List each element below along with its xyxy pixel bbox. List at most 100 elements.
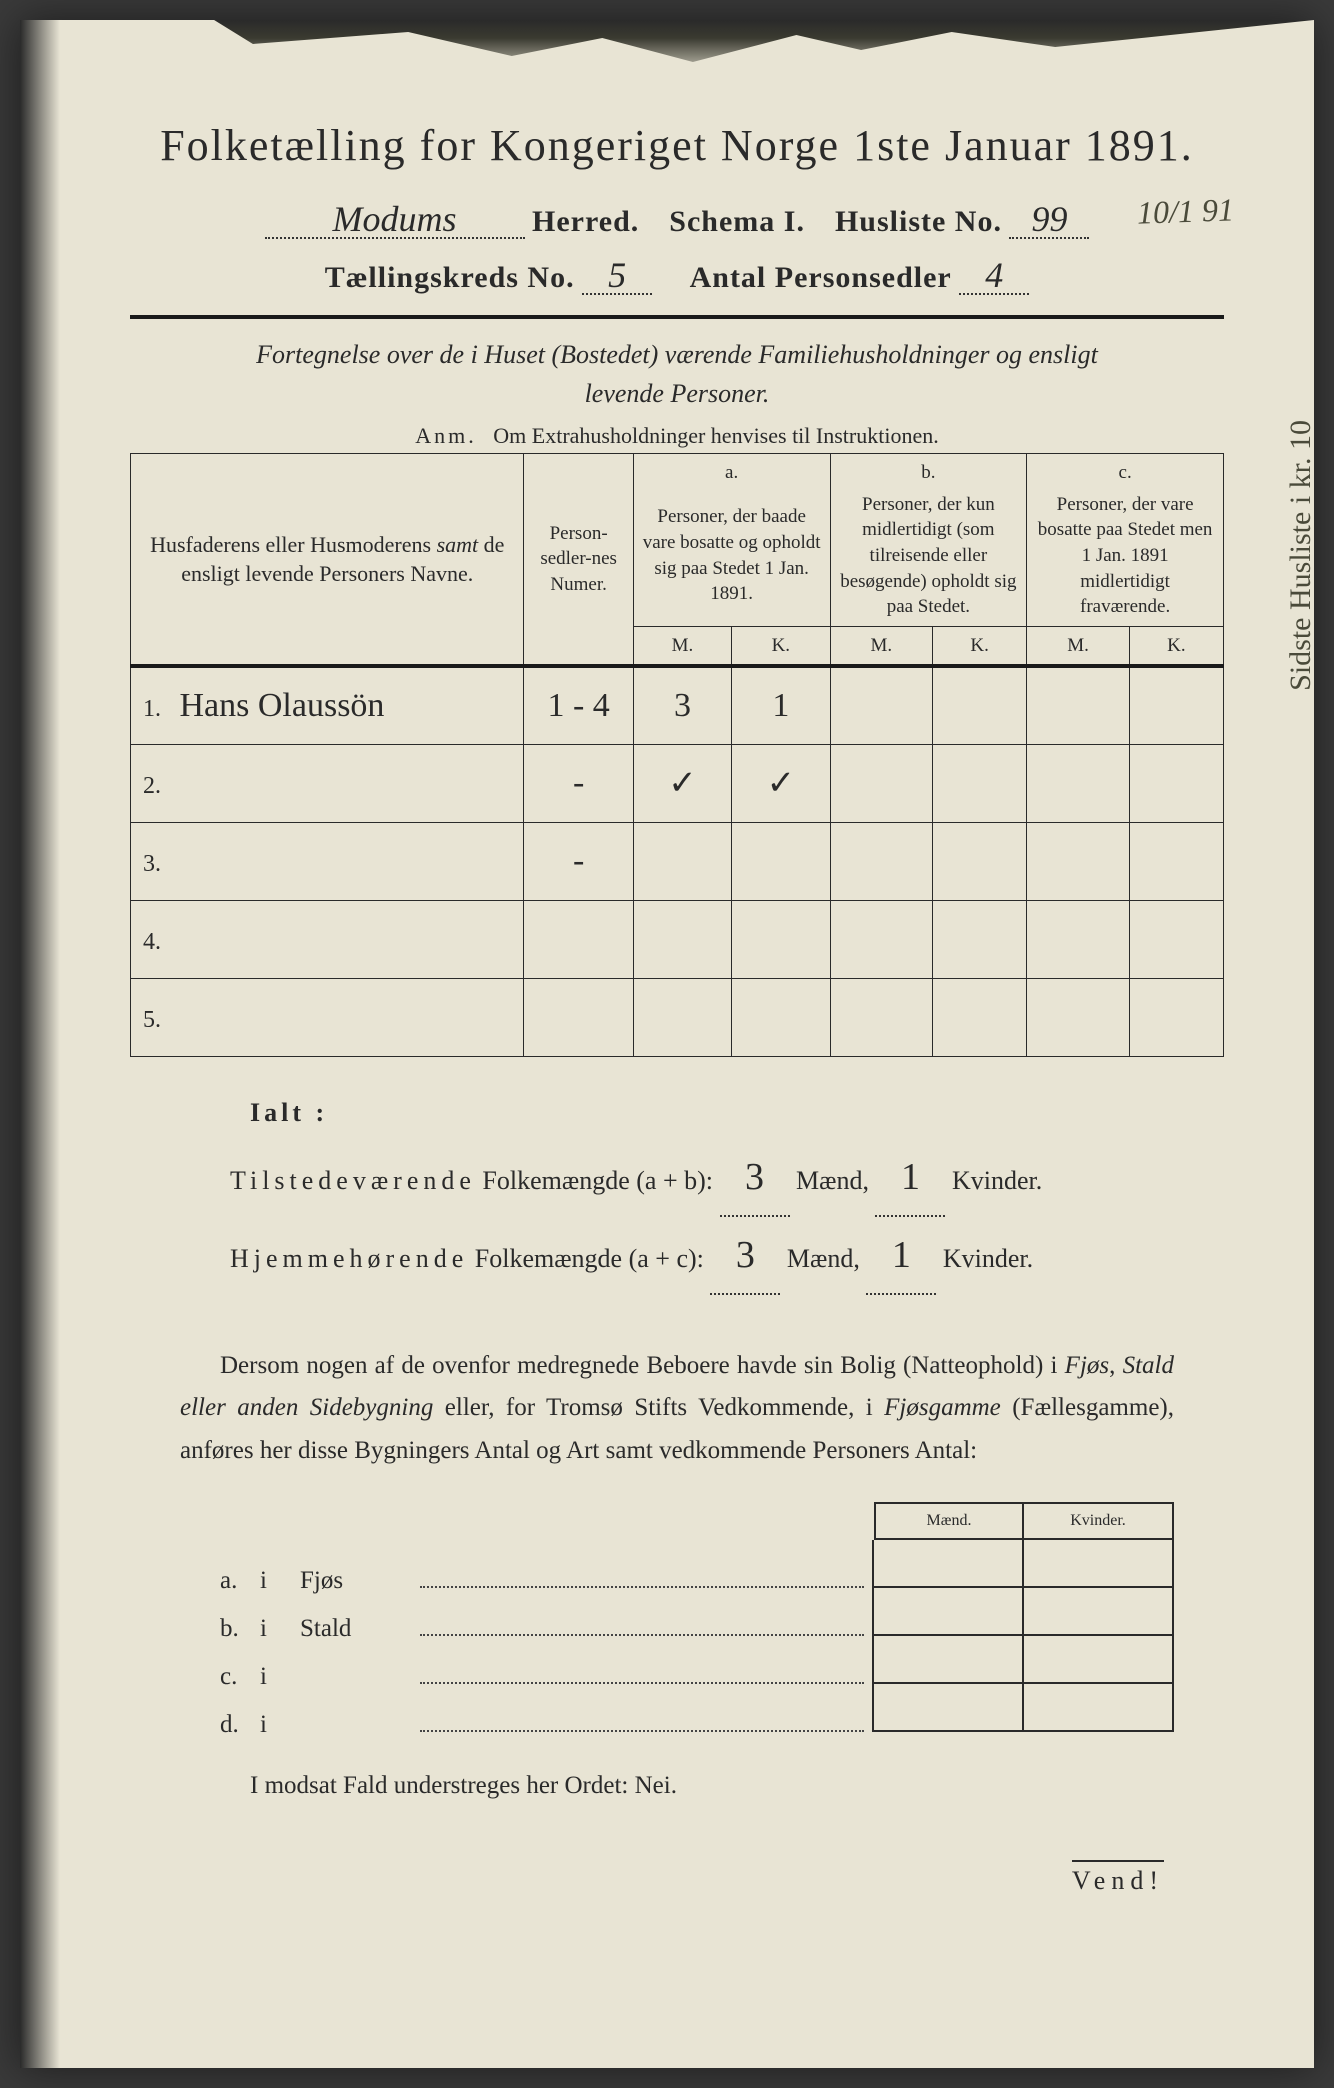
subheading-line2: levende Personer.: [585, 379, 770, 408]
hjemme-label: Hjemmehørende: [230, 1244, 468, 1273]
ialt-label: Ialt :: [250, 1098, 328, 1127]
totals-block: Ialt : Tilstedeværende Folkemængde (a + …: [230, 1087, 1164, 1295]
household-table: Husfaderens eller Husmode­rens samt de e…: [130, 453, 1224, 1057]
th-c-top: c.: [1027, 454, 1224, 486]
th-b: Personer, der kun midlertidigt (som tilr…: [830, 486, 1027, 627]
cell-num: 1 - 4: [524, 666, 633, 744]
cell-bm: [830, 978, 933, 1056]
th-a: Personer, der baade vare bosatte og opho…: [633, 486, 830, 627]
cell-ck: [1129, 822, 1223, 900]
cell-bm: [830, 900, 933, 978]
antal-label: Antal Personsedler: [690, 261, 952, 294]
cell-cm: [1027, 666, 1130, 744]
cell-num: -: [524, 744, 633, 822]
outbuilding-row: b. i Stald: [220, 1588, 1174, 1636]
husliste-label: Husliste No.: [835, 205, 1002, 238]
cell-cm: [1027, 744, 1130, 822]
dot-leader: [420, 1586, 864, 1588]
outbuilding-row: c. i: [220, 1636, 1174, 1684]
cell-num: -: [524, 822, 633, 900]
kreds-label: Tællingskreds No.: [325, 261, 575, 294]
ob-cell-k: [1024, 1540, 1174, 1588]
tilstede-k-field: 1: [875, 1139, 945, 1217]
hjemme-k-field: 1: [866, 1217, 936, 1295]
ob-cell-m: [874, 1684, 1024, 1732]
cell-ck: [1129, 666, 1223, 744]
herred-label: Herred.: [532, 205, 639, 238]
divider-top: [130, 315, 1224, 319]
hjemme-row: Hjemmehørende Folkemængde (a + c): 3 Mæn…: [230, 1217, 1164, 1295]
kreds-field: 5: [582, 257, 652, 295]
cell-cm: [1027, 822, 1130, 900]
header-row-1: Modums Herred. Schema I. Husliste No. 99…: [130, 201, 1224, 239]
cell-bk: [933, 744, 1027, 822]
modsat-line: I modsat Fald understreges her Ordet: Ne…: [250, 1772, 1224, 1800]
tilstede-row: Tilstedeværende Folkemængde (a + b): 3 M…: [230, 1139, 1164, 1217]
cell-am: [633, 900, 731, 978]
ob-head-k: Kvinder.: [1024, 1502, 1174, 1540]
dot-leader: [420, 1634, 864, 1636]
vend-instruction: Vend!: [1072, 1860, 1164, 1896]
outbuilding-row: a. i Fjøs: [220, 1540, 1174, 1588]
cell-ak: 1: [732, 666, 830, 744]
cell-cm: [1027, 978, 1130, 1056]
hjemme-m-field: 3: [710, 1217, 780, 1295]
table-row: 3. -: [131, 822, 1224, 900]
anm-text: Om Extrahusholdninger henvises til Instr…: [493, 423, 938, 448]
census-form-page: Sidste Husliste i kr. 10 Folketælling fo…: [20, 20, 1314, 2068]
antal-field: 4: [959, 257, 1029, 295]
schema-label: Schema I.: [669, 205, 805, 238]
th-b-m: M.: [830, 626, 933, 666]
th-c: Personer, der vare bosatte paa Stedet me…: [1027, 486, 1224, 627]
subheading-line1: Fortegnelse over de i Huset (Bostedet) v…: [256, 340, 1098, 369]
cell-am: ✓: [633, 744, 731, 822]
ob-cell-k: [1024, 1636, 1174, 1684]
cell-num: [524, 978, 633, 1056]
th-c-m: M.: [1027, 626, 1130, 666]
date-annotation: 10/1 91: [1136, 191, 1234, 231]
cell-cm: [1027, 900, 1130, 978]
anm-line: Anm. Om Extrahusholdninger henvises til …: [130, 423, 1224, 449]
header-row-2: Tællingskreds No. 5 Antal Personsedler 4: [130, 257, 1224, 295]
outbuilding-row: d. i: [220, 1684, 1174, 1732]
table-row: 4.: [131, 900, 1224, 978]
cell-ck: [1129, 744, 1223, 822]
table-row: 2. - ✓ ✓: [131, 744, 1224, 822]
table-row: 1. Hans Olaussön 1 - 4 3 1: [131, 666, 1224, 744]
cell-ak: [732, 978, 830, 1056]
cell-bm: [830, 744, 933, 822]
outbuilding-block: Mænd. Kvinder. a. i Fjøs b. i Stald c. i…: [220, 1502, 1174, 1732]
cell-bk: [933, 900, 1027, 978]
dot-leader: [420, 1730, 864, 1732]
th-a-k: K.: [732, 626, 830, 666]
tilstede-m-field: 3: [720, 1139, 790, 1217]
cell-ck: [1129, 900, 1223, 978]
margin-annotation: Sidste Husliste i kr. 10: [1284, 420, 1318, 691]
ob-cell-k: [1024, 1684, 1174, 1732]
th-b-k: K.: [933, 626, 1027, 666]
th-num: Person-sedler-nes Numer.: [524, 454, 633, 667]
ob-cell-m: [874, 1540, 1024, 1588]
th-a-top: a.: [633, 454, 830, 486]
cell-bk: [933, 978, 1027, 1056]
tilstede-label: Tilstedeværende: [230, 1166, 476, 1195]
anm-prefix: Anm.: [415, 423, 477, 448]
cell-ck: [1129, 978, 1223, 1056]
th-name: Husfaderens eller Husmode­rens samt de e…: [131, 454, 524, 667]
cell-ak: [732, 822, 830, 900]
th-c-k: K.: [1129, 626, 1223, 666]
husliste-field: 99: [1009, 201, 1089, 239]
person-name: Hans Olaussön: [180, 687, 385, 724]
table-row: 5.: [131, 978, 1224, 1056]
cell-am: 3: [633, 666, 731, 744]
th-b-top: b.: [830, 454, 1027, 486]
cell-bk: [933, 822, 1027, 900]
ob-cell-m: [874, 1588, 1024, 1636]
cell-num: [524, 900, 633, 978]
subheading: Fortegnelse over de i Huset (Bostedet) v…: [170, 335, 1184, 413]
cell-am: [633, 978, 731, 1056]
cell-ak: ✓: [732, 744, 830, 822]
herred-field: Modums: [265, 201, 525, 239]
cell-bm: [830, 822, 933, 900]
page-title: Folketælling for Kongeriget Norge 1ste J…: [130, 120, 1224, 171]
